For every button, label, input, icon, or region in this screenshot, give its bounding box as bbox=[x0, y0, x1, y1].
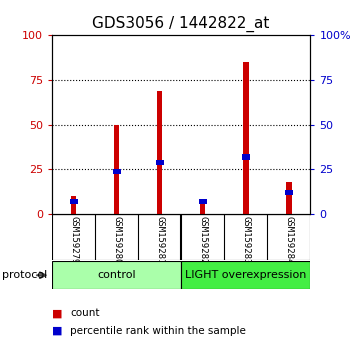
Bar bbox=[70, 199, 78, 204]
Text: GSM159281: GSM159281 bbox=[155, 216, 164, 265]
Text: LIGHT overexpression: LIGHT overexpression bbox=[185, 270, 306, 280]
Bar bbox=[285, 190, 293, 195]
Text: ■: ■ bbox=[52, 326, 63, 336]
Text: count: count bbox=[70, 308, 100, 318]
Text: ■: ■ bbox=[52, 308, 63, 318]
Text: control: control bbox=[97, 270, 136, 280]
Text: GDS3056 / 1442822_at: GDS3056 / 1442822_at bbox=[92, 16, 269, 32]
Bar bbox=[243, 62, 248, 214]
Bar bbox=[157, 91, 162, 214]
Bar bbox=[114, 125, 119, 214]
Text: GSM159283: GSM159283 bbox=[242, 216, 251, 265]
Bar bbox=[52, 261, 182, 289]
Bar bbox=[113, 169, 121, 174]
Bar bbox=[156, 160, 164, 165]
Bar bbox=[199, 199, 207, 204]
Bar bbox=[181, 261, 310, 289]
Bar bbox=[242, 154, 250, 160]
Text: GSM159280: GSM159280 bbox=[112, 216, 121, 265]
Bar bbox=[200, 200, 205, 214]
Text: percentile rank within the sample: percentile rank within the sample bbox=[70, 326, 246, 336]
Bar bbox=[71, 196, 77, 214]
Bar bbox=[286, 182, 292, 214]
Text: protocol: protocol bbox=[2, 270, 47, 280]
Text: GSM159279: GSM159279 bbox=[69, 216, 78, 265]
Text: GSM159282: GSM159282 bbox=[199, 216, 208, 265]
Text: GSM159284: GSM159284 bbox=[284, 216, 293, 265]
